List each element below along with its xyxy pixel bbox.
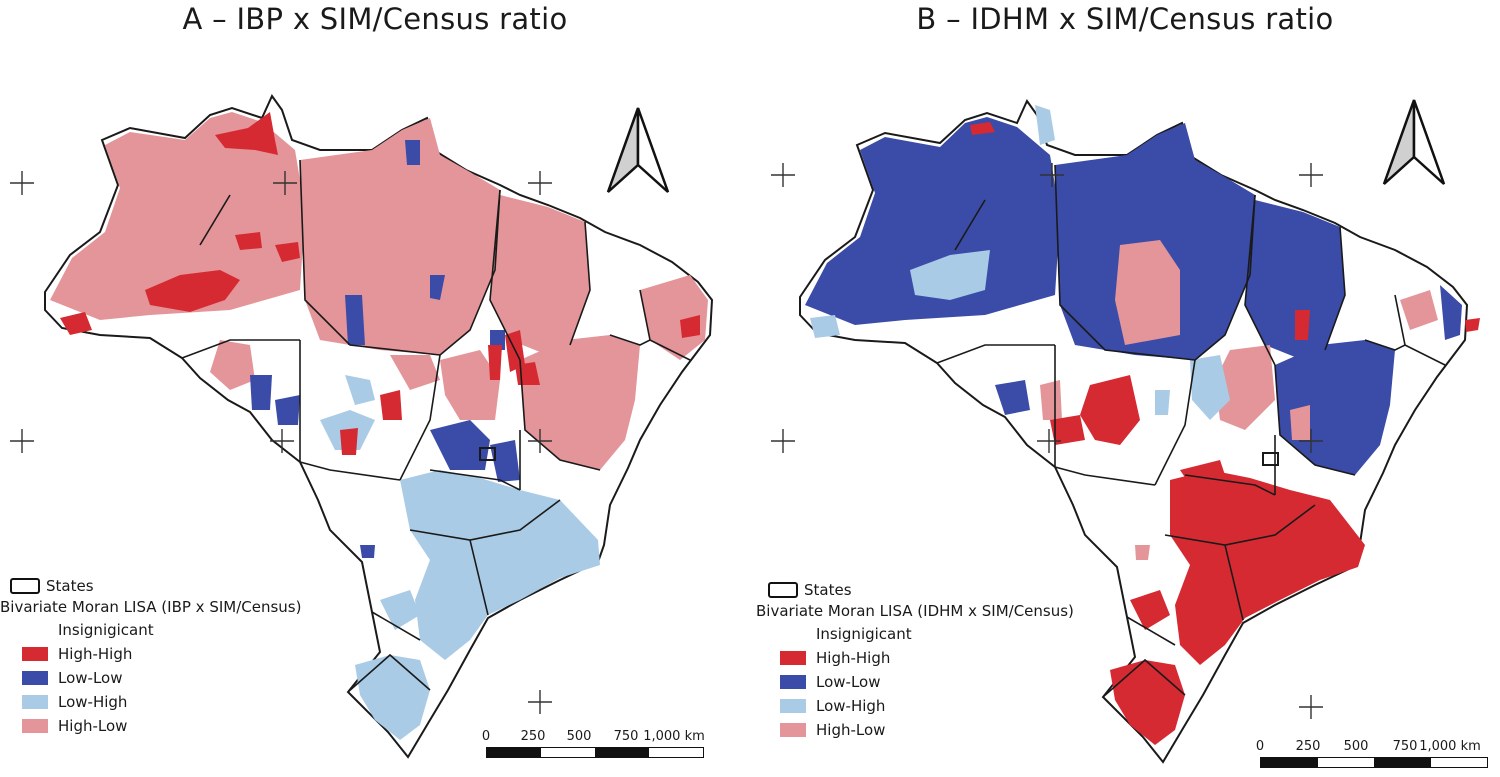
legend-item-high-low: High-Low (10, 714, 301, 738)
legend-states-row: States (10, 576, 301, 596)
scale-bar-b: 0 250 500 750 1,000 km (1256, 739, 1488, 768)
legend-title: Bivariate Moran LISA (IDHM x SIM/Census) (756, 602, 1074, 620)
high-high-areas (60, 112, 700, 455)
states-swatch (10, 578, 40, 594)
legend-label: Low-High (58, 693, 128, 711)
legend-states-row: States (768, 580, 1074, 600)
legend-swatch (22, 623, 48, 637)
legend-item-high-high: High-High (10, 642, 301, 666)
legend-item-low-high: Low-High (10, 690, 301, 714)
scale-label: 1,000 km (643, 729, 705, 744)
legend-swatch (22, 647, 48, 661)
scale-label: 750 (613, 729, 639, 744)
brazil-map-b (771, 99, 1480, 764)
north-arrow-icon (606, 107, 670, 193)
legend-a: States Bivariate Moran LISA (IBP x SIM/C… (0, 576, 301, 738)
legend-label: Insignigicant (816, 625, 912, 643)
legend-item-low-high: Low-High (768, 694, 1074, 718)
map-panel-b: B – IDHM x SIM/Census ratio (750, 0, 1500, 777)
legend-swatch (780, 627, 806, 641)
legend-swatch (780, 699, 806, 713)
legend-states-label: States (46, 577, 94, 595)
high-low-areas (50, 112, 708, 470)
state-borders (904, 164, 1446, 698)
panel-b-title: B – IDHM x SIM/Census ratio (916, 2, 1334, 36)
high-low-areas (1040, 240, 1438, 560)
scale-label: 500 (566, 729, 592, 744)
brazil-map-a (10, 94, 714, 759)
legend-label: High-Low (58, 717, 128, 735)
legend-label: Insignigicant (58, 621, 154, 639)
legend-swatch (780, 723, 806, 737)
scale-label: 250 (1295, 739, 1321, 754)
low-high-areas (320, 375, 600, 740)
scale-bar-segments (486, 747, 704, 758)
scale-label: 250 (520, 729, 546, 744)
legend-title: Bivariate Moran LISA (IBP x SIM/Census) (0, 598, 302, 616)
legend-label: High-Low (816, 721, 886, 739)
graticule-crosses (10, 171, 552, 714)
legend-item-insignificant: Insignigicant (768, 622, 1074, 646)
state-borders (149, 159, 691, 693)
states-swatch (768, 582, 798, 598)
scale-bar-a: 0 250 500 750 1,000 km (482, 729, 705, 758)
map-panel-a: A – IBP x SIM/Census ratio (0, 2, 714, 759)
legend-swatch (22, 695, 48, 709)
legend-states-label: States (804, 581, 852, 599)
legend-swatch (22, 719, 48, 733)
scale-label: 750 (1392, 739, 1418, 754)
legend-item-high-high: High-High (768, 646, 1074, 670)
legend-label: High-High (58, 645, 133, 663)
legend-swatch (780, 651, 806, 665)
legend-swatch (22, 671, 48, 685)
legend-swatch (780, 675, 806, 689)
scale-label: 0 (1255, 739, 1265, 754)
low-high-areas (810, 105, 1230, 420)
north-arrow-icon (1382, 99, 1446, 185)
legend-item-insignificant: Insignigicant (10, 618, 301, 642)
high-high-areas (970, 122, 1480, 745)
legend-item-high-low: High-Low (768, 718, 1074, 742)
legend-label: Low-High (816, 697, 886, 715)
legend-item-low-low: Low-Low (10, 666, 301, 690)
legend-label: Low-Low (58, 669, 123, 687)
scale-label: 1,000 km (1419, 739, 1481, 754)
legend-item-low-low: Low-Low (768, 670, 1074, 694)
scale-bar-segments (1260, 757, 1488, 768)
panel-a-title: A – IBP x SIM/Census ratio (182, 2, 568, 36)
scale-label: 0 (481, 729, 491, 744)
legend-label: Low-Low (816, 673, 881, 691)
scale-label: 500 (1343, 739, 1369, 754)
legend-label: High-High (816, 649, 891, 667)
legend-b: States Bivariate Moran LISA (IDHM x SIM/… (756, 580, 1074, 742)
graticule-crosses (771, 163, 1323, 719)
